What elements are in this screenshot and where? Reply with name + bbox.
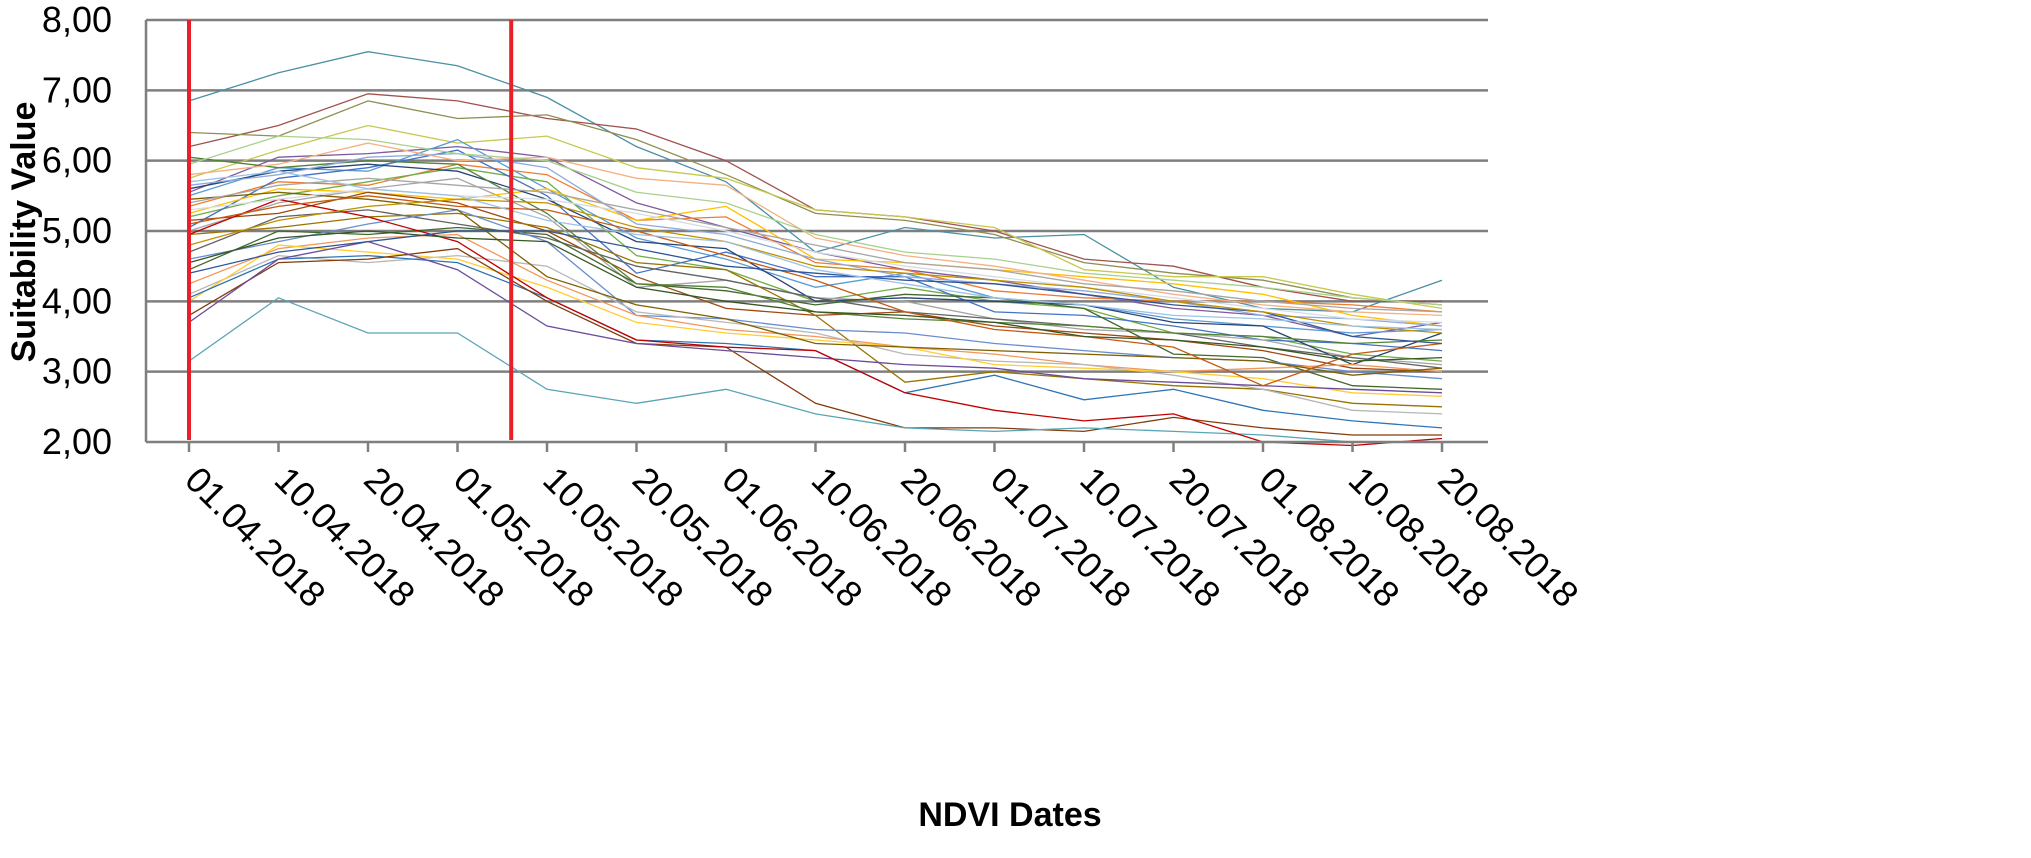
series-line-s15 bbox=[188, 212, 1443, 408]
series-line-s3 bbox=[188, 100, 1443, 306]
series-line-s12 bbox=[188, 163, 1443, 366]
series-line-s23 bbox=[188, 297, 1442, 443]
y-tick-label-4: 6,00 bbox=[42, 140, 112, 181]
series-line-s28 bbox=[188, 152, 1443, 327]
series-line-s29 bbox=[188, 142, 1443, 317]
series-line-s24 bbox=[188, 240, 1443, 394]
y-tick-label-2: 4,00 bbox=[42, 280, 112, 321]
series-line-s25 bbox=[188, 198, 1443, 447]
series-line-s6 bbox=[188, 138, 1443, 334]
series-line-s17 bbox=[188, 209, 1443, 380]
series-line-s4 bbox=[188, 124, 1443, 310]
series-line-s18 bbox=[188, 233, 1443, 373]
series-line-s26 bbox=[188, 191, 1443, 376]
x-axis-title: NDVI Dates bbox=[918, 796, 1101, 834]
y-tick-label-5: 7,00 bbox=[42, 69, 112, 110]
series-line-s31 bbox=[188, 135, 1443, 306]
series-line-s35 bbox=[188, 177, 1443, 313]
date-markers bbox=[187, 20, 514, 440]
series-line-s36 bbox=[188, 230, 1443, 362]
series-line-s20 bbox=[188, 244, 1443, 397]
y-tick-label-3: 5,00 bbox=[42, 210, 112, 251]
axes bbox=[144, 20, 1488, 452]
y-tick-label-0: 2,00 bbox=[42, 421, 112, 462]
series-lines bbox=[188, 51, 1443, 447]
series-line-s22 bbox=[188, 247, 1442, 436]
y-tick-label-1: 3,00 bbox=[42, 351, 112, 392]
series-line-s5 bbox=[188, 145, 1443, 338]
y-tick-label-6: 8,00 bbox=[42, 0, 112, 40]
x-tick-labels: 01.04.201810.04.201820.04.201801.05.2018… bbox=[177, 459, 1586, 615]
y-axis-title: Suitability Value bbox=[5, 102, 43, 363]
series-line-s33 bbox=[188, 230, 1443, 345]
series-line-s32 bbox=[188, 195, 1443, 387]
y-tick-labels: 2,00 3,00 4,00 5,00 6,00 7,00 8,00 bbox=[42, 0, 112, 462]
series-line-s16 bbox=[188, 226, 1443, 390]
series-line-s37 bbox=[188, 170, 1443, 331]
series-line-s34 bbox=[188, 198, 1443, 334]
series-line-s14 bbox=[188, 209, 1443, 369]
series-line-s21 bbox=[188, 254, 1443, 429]
